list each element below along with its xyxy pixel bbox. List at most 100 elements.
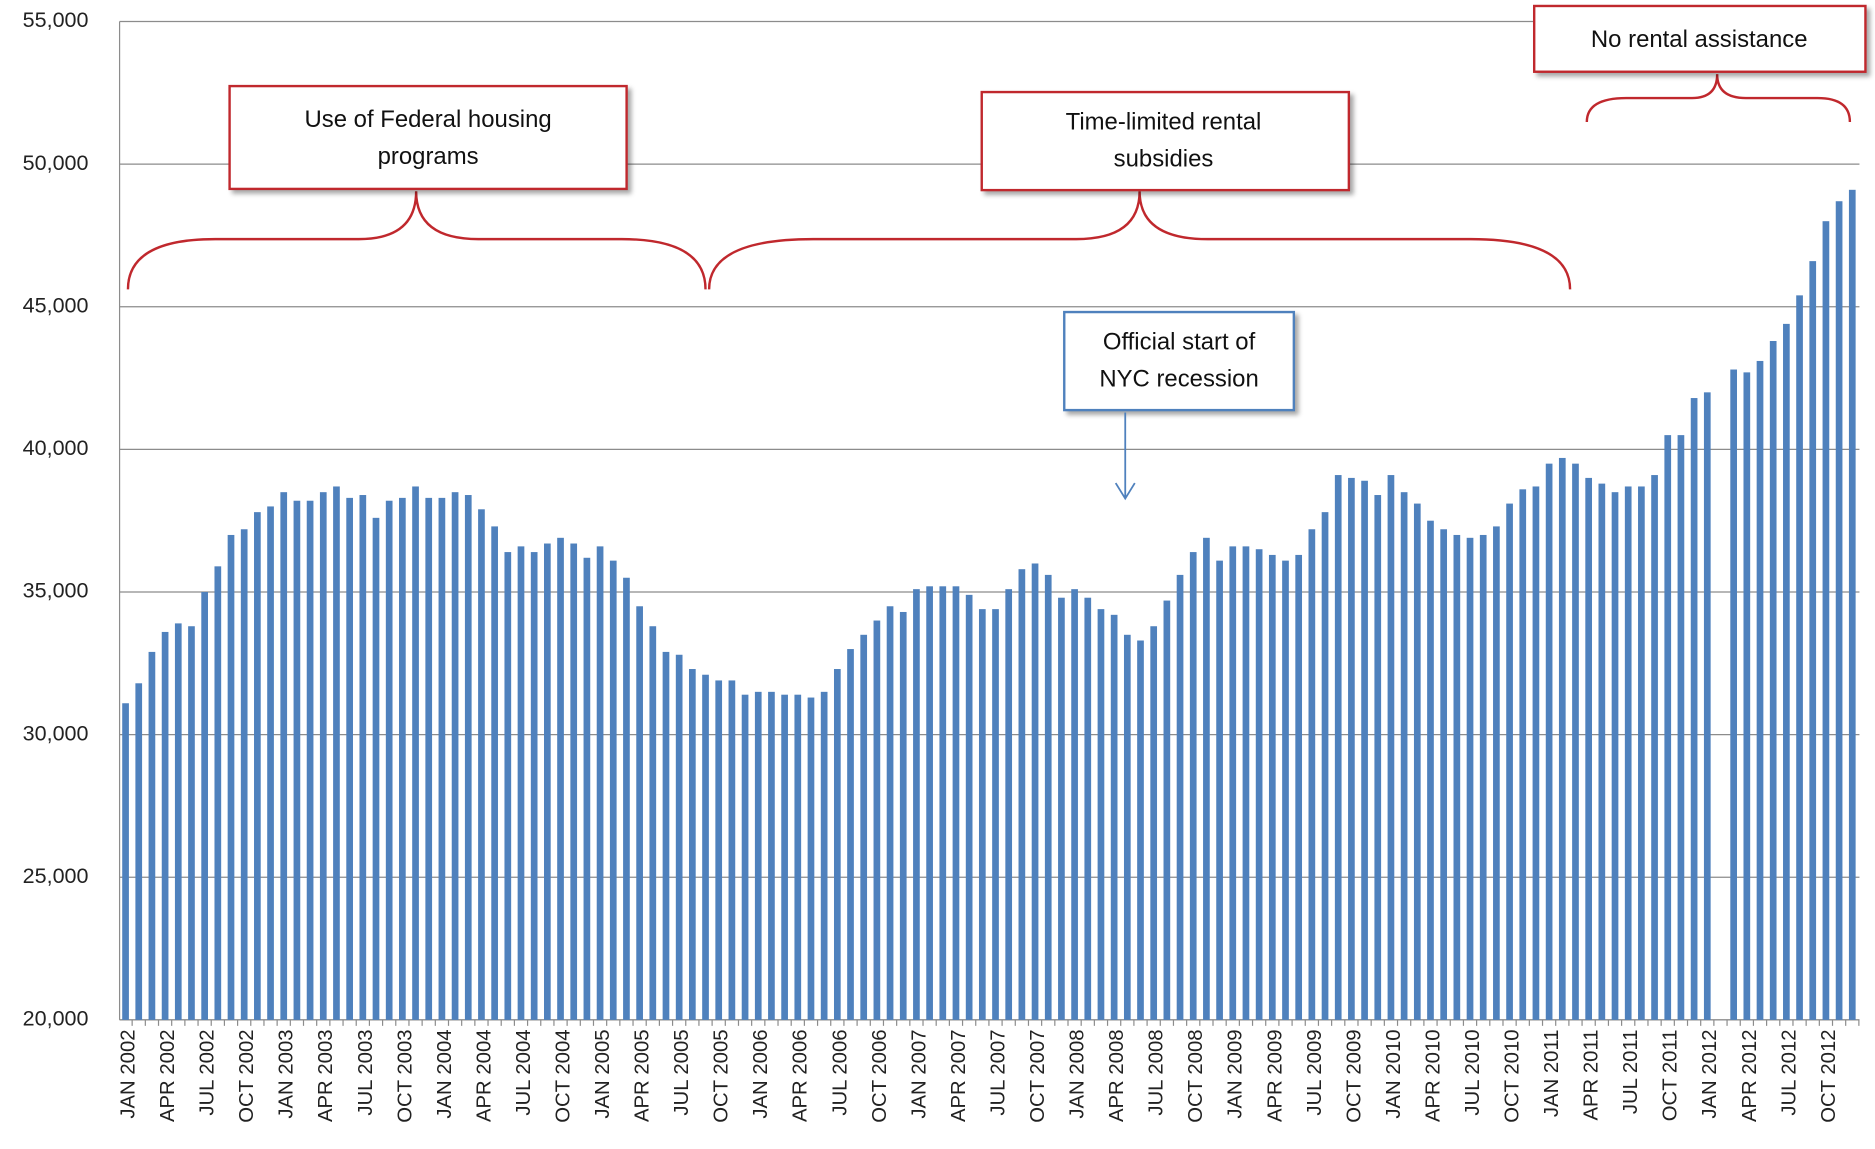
bar <box>1203 537 1210 1020</box>
bar <box>1137 640 1144 1020</box>
bar <box>1084 597 1092 1020</box>
bar <box>557 537 564 1020</box>
bar <box>1743 372 1751 1020</box>
brace <box>1585 74 1852 123</box>
bar <box>451 492 459 1020</box>
annotation-box <box>228 84 628 191</box>
bar <box>530 552 538 1020</box>
bar <box>1334 475 1342 1020</box>
bar <box>978 609 986 1020</box>
bar <box>583 557 591 1020</box>
bar <box>1690 398 1698 1020</box>
annotation-text: subsidies <box>1114 146 1214 173</box>
bar <box>741 694 749 1020</box>
bar <box>491 526 498 1020</box>
bar <box>1506 503 1513 1020</box>
annotation-box <box>1063 310 1296 412</box>
bar <box>1756 360 1764 1020</box>
bar <box>1651 475 1658 1020</box>
y-tick-label: 50,000 <box>23 151 89 175</box>
x-tick-label: APR 2002 <box>157 1029 179 1122</box>
bar <box>1097 609 1105 1020</box>
bar <box>1348 477 1355 1020</box>
bar <box>1374 495 1382 1020</box>
bar <box>504 552 512 1020</box>
annotations: Use of Federal housing programs Time-lim… <box>126 4 1867 501</box>
x-tick-label: JAN 2011 <box>1541 1029 1563 1117</box>
bar <box>319 492 327 1020</box>
x-tick-label: JAN 2009 <box>1225 1029 1247 1118</box>
annotation-text: NYC recession <box>1099 366 1258 393</box>
x-tick-label: APR 2004 <box>473 1029 495 1122</box>
x-tick-label: APR 2003 <box>315 1029 337 1122</box>
y-tick-label: 45,000 <box>23 293 89 317</box>
bar <box>135 683 143 1020</box>
x-tick-label: JUL 2011 <box>1620 1029 1642 1114</box>
bar <box>781 694 788 1020</box>
bar <box>174 623 182 1020</box>
x-tick-label: OCT 2009 <box>1343 1029 1365 1122</box>
brace <box>126 191 707 290</box>
bar <box>1703 392 1711 1020</box>
y-tick-label: 25,000 <box>23 864 89 888</box>
bar <box>570 543 578 1020</box>
bar <box>1387 475 1395 1020</box>
bar <box>649 626 657 1020</box>
bar <box>1255 549 1263 1020</box>
brace <box>707 191 1572 290</box>
x-tick-label: JUL 2003 <box>355 1029 377 1115</box>
bar <box>544 543 551 1020</box>
bar <box>1796 295 1803 1020</box>
bar <box>1730 369 1737 1020</box>
x-tick-label: APR 2009 <box>1264 1029 1286 1122</box>
bar <box>293 500 301 1020</box>
y-tick-label: 55,000 <box>23 8 89 32</box>
x-tick-label: JAN 2006 <box>750 1029 772 1118</box>
bar <box>794 694 802 1020</box>
bar <box>1848 189 1856 1020</box>
bar <box>1519 489 1527 1020</box>
annotation-text: No rental assistance <box>1591 26 1808 53</box>
x-tick-label: APR 2007 <box>948 1029 970 1122</box>
bar <box>1453 534 1461 1020</box>
bar <box>1809 261 1817 1020</box>
x-tick-label: JUL 2002 <box>197 1029 219 1115</box>
x-tick-label: JAN 2012 <box>1699 1029 1721 1118</box>
x-tick-label: APR 2012 <box>1739 1029 1761 1122</box>
bar <box>280 492 288 1020</box>
bar <box>1031 563 1039 1020</box>
x-tick-label: OCT 2010 <box>1502 1029 1524 1122</box>
bar <box>1005 589 1013 1020</box>
bar <box>807 697 815 1020</box>
bar <box>702 674 709 1020</box>
x-tick-label: OCT 2012 <box>1818 1029 1840 1122</box>
y-tick-label: 40,000 <box>23 436 89 460</box>
bar <box>438 497 446 1020</box>
bar <box>1585 477 1593 1020</box>
x-tick-label: JAN 2003 <box>276 1029 298 1118</box>
bar <box>1071 589 1078 1020</box>
y-tick-label: 20,000 <box>23 1007 89 1031</box>
bar <box>847 649 854 1020</box>
bar <box>873 620 881 1020</box>
x-tick-label: JUL 2006 <box>829 1029 851 1115</box>
bar <box>346 497 353 1020</box>
bar <box>715 680 723 1020</box>
x-tick-label: JUL 2012 <box>1778 1029 1800 1115</box>
bar <box>1110 614 1118 1020</box>
bar <box>1493 526 1500 1020</box>
bar <box>412 486 419 1020</box>
bar <box>214 566 222 1020</box>
bar <box>596 546 604 1020</box>
x-tick-label: JUL 2005 <box>671 1029 693 1115</box>
bar <box>913 589 920 1020</box>
bar <box>1440 529 1448 1020</box>
x-tick-label: JAN 2007 <box>908 1029 930 1118</box>
bar <box>478 509 485 1020</box>
x-tick-label: OCT 2005 <box>711 1029 733 1122</box>
bar <box>1466 537 1474 1020</box>
x-tick-label: JAN 2010 <box>1383 1029 1405 1118</box>
x-tick-label: OCT 2003 <box>394 1029 416 1122</box>
